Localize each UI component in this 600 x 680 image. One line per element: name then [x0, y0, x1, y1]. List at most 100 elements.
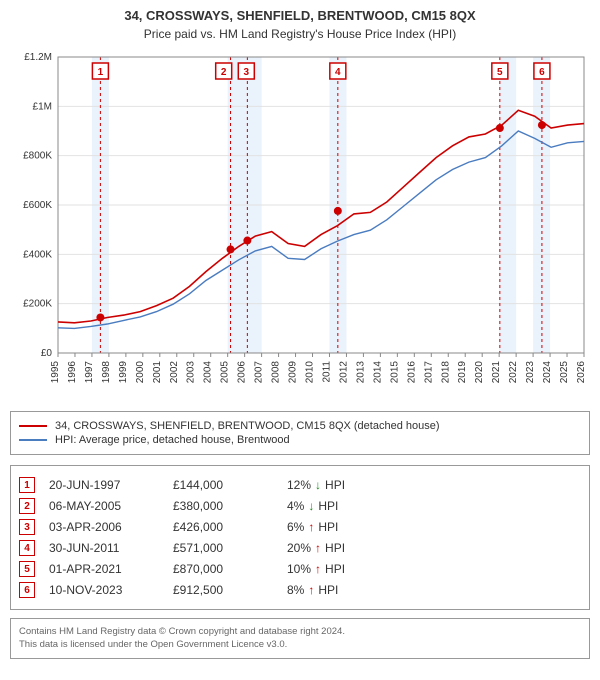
svg-text:2025: 2025	[559, 361, 570, 384]
transaction-index: 6	[19, 582, 35, 598]
svg-text:2016: 2016	[406, 361, 417, 384]
transaction-diff: 8% ↑ HPI	[287, 583, 338, 597]
svg-text:2001: 2001	[152, 361, 163, 384]
diff-suffix: HPI	[325, 478, 345, 492]
transaction-date: 20-JUN-1997	[49, 478, 159, 492]
transaction-row: 2 06-MAY-2005 £380,000 4% ↓ HPI	[19, 498, 581, 514]
svg-text:2012: 2012	[338, 361, 349, 384]
diff-percent: 10%	[287, 562, 311, 576]
svg-text:2011: 2011	[321, 361, 332, 383]
transaction-price: £380,000	[173, 499, 273, 513]
svg-text:5: 5	[497, 67, 503, 78]
svg-text:£1.2M: £1.2M	[24, 52, 52, 63]
svg-text:2008: 2008	[271, 361, 282, 384]
svg-text:2015: 2015	[389, 361, 400, 384]
transactions-table: 1 20-JUN-1997 £144,000 12% ↓ HPI 2 06-MAY-2005 £…	[10, 465, 590, 610]
price-chart: £0£200K£400K£600K£800K£1M£1.2M1995199619…	[10, 49, 590, 399]
diff-suffix: HPI	[325, 562, 345, 576]
svg-text:1: 1	[98, 67, 104, 78]
diff-percent: 4%	[287, 499, 304, 513]
page-subtitle: Price paid vs. HM Land Registry's House …	[10, 27, 590, 41]
transaction-diff: 20% ↑ HPI	[287, 541, 345, 555]
svg-text:2: 2	[221, 67, 227, 78]
footer-line-1: Contains HM Land Registry data © Crown c…	[19, 625, 581, 638]
diff-suffix: HPI	[325, 541, 345, 555]
legend-label: 34, CROSSWAYS, SHENFIELD, BRENTWOOD, CM1…	[55, 420, 440, 432]
transaction-price: £571,000	[173, 541, 273, 555]
svg-text:1998: 1998	[101, 361, 112, 384]
footer-line-2: This data is licensed under the Open Gov…	[19, 638, 581, 651]
svg-text:2019: 2019	[457, 361, 468, 384]
svg-text:2003: 2003	[186, 361, 197, 384]
svg-text:1996: 1996	[67, 361, 78, 384]
svg-text:2017: 2017	[423, 361, 434, 384]
legend: 34, CROSSWAYS, SHENFIELD, BRENTWOOD, CM1…	[10, 411, 590, 455]
transaction-index: 2	[19, 498, 35, 514]
diff-percent: 12%	[287, 478, 311, 492]
diff-percent: 8%	[287, 583, 304, 597]
svg-text:2000: 2000	[135, 361, 146, 384]
diff-arrow-icon: ↓	[315, 478, 321, 492]
attribution-footer: Contains HM Land Registry data © Crown c…	[10, 618, 590, 659]
svg-text:2018: 2018	[440, 361, 451, 384]
svg-text:2021: 2021	[491, 361, 502, 384]
svg-text:1999: 1999	[118, 361, 129, 384]
transaction-price: £144,000	[173, 478, 273, 492]
diff-arrow-icon: ↑	[315, 562, 321, 576]
transaction-diff: 4% ↓ HPI	[287, 499, 338, 513]
transaction-row: 6 10-NOV-2023 £912,500 8% ↑ HPI	[19, 582, 581, 598]
svg-text:2009: 2009	[288, 361, 299, 384]
svg-text:2002: 2002	[169, 361, 180, 384]
svg-text:2023: 2023	[525, 361, 536, 384]
transaction-price: £912,500	[173, 583, 273, 597]
transaction-date: 06-MAY-2005	[49, 499, 159, 513]
legend-swatch	[19, 439, 47, 441]
legend-row: 34, CROSSWAYS, SHENFIELD, BRENTWOOD, CM1…	[19, 420, 581, 432]
diff-arrow-icon: ↓	[308, 499, 314, 513]
svg-text:2005: 2005	[220, 361, 231, 384]
svg-text:£200K: £200K	[23, 299, 52, 310]
svg-text:£0: £0	[41, 348, 53, 359]
legend-label: HPI: Average price, detached house, Bren…	[55, 434, 290, 446]
svg-text:6: 6	[539, 67, 545, 78]
svg-text:2004: 2004	[203, 361, 214, 384]
svg-text:2024: 2024	[542, 361, 553, 384]
svg-text:2007: 2007	[254, 361, 265, 384]
svg-text:2026: 2026	[576, 361, 587, 384]
legend-row: HPI: Average price, detached house, Bren…	[19, 434, 581, 446]
transaction-row: 430-JUN-2011£571,00020%↑HPI	[19, 540, 581, 556]
diff-arrow-icon: ↑	[315, 541, 321, 555]
svg-text:3: 3	[244, 67, 250, 78]
svg-text:£800K: £800K	[23, 151, 52, 162]
svg-text:4: 4	[335, 67, 341, 78]
transaction-index: 1	[19, 477, 35, 493]
chart-svg: £0£200K£400K£600K£800K£1M£1.2M1995199619…	[10, 49, 590, 399]
svg-text:1997: 1997	[84, 361, 95, 384]
transaction-row: 1 20-JUN-1997 £144,000 12% ↓ HPI	[19, 477, 581, 493]
transaction-date: 10-NOV-2023	[49, 583, 159, 597]
diff-suffix: HPI	[318, 583, 338, 597]
svg-text:2010: 2010	[305, 361, 316, 384]
transaction-row: 501-APR-2021£870,00010%↑HPI	[19, 561, 581, 577]
transaction-date: 03-APR-2006	[49, 520, 159, 534]
diff-percent: 20%	[287, 541, 311, 555]
diff-suffix: HPI	[318, 499, 338, 513]
transaction-date: 30-JUN-2011	[49, 541, 159, 555]
diff-percent: 6%	[287, 520, 304, 534]
svg-text:1995: 1995	[50, 361, 61, 384]
svg-text:£1M: £1M	[33, 101, 52, 112]
svg-text:2020: 2020	[474, 361, 485, 384]
transaction-diff: 12% ↓ HPI	[287, 478, 345, 492]
diff-arrow-icon: ↑	[308, 520, 314, 534]
transaction-date: 01-APR-2021	[49, 562, 159, 576]
legend-swatch	[19, 425, 47, 427]
svg-text:£600K: £600K	[23, 200, 52, 211]
diff-arrow-icon: ↑	[308, 583, 314, 597]
diff-suffix: HPI	[318, 520, 338, 534]
svg-text:2013: 2013	[355, 361, 366, 384]
svg-text:2006: 2006	[237, 361, 248, 384]
transaction-index: 3	[19, 519, 35, 535]
svg-text:2014: 2014	[372, 361, 383, 384]
svg-text:2022: 2022	[508, 361, 519, 384]
transaction-diff: 10% ↑ HPI	[287, 562, 345, 576]
